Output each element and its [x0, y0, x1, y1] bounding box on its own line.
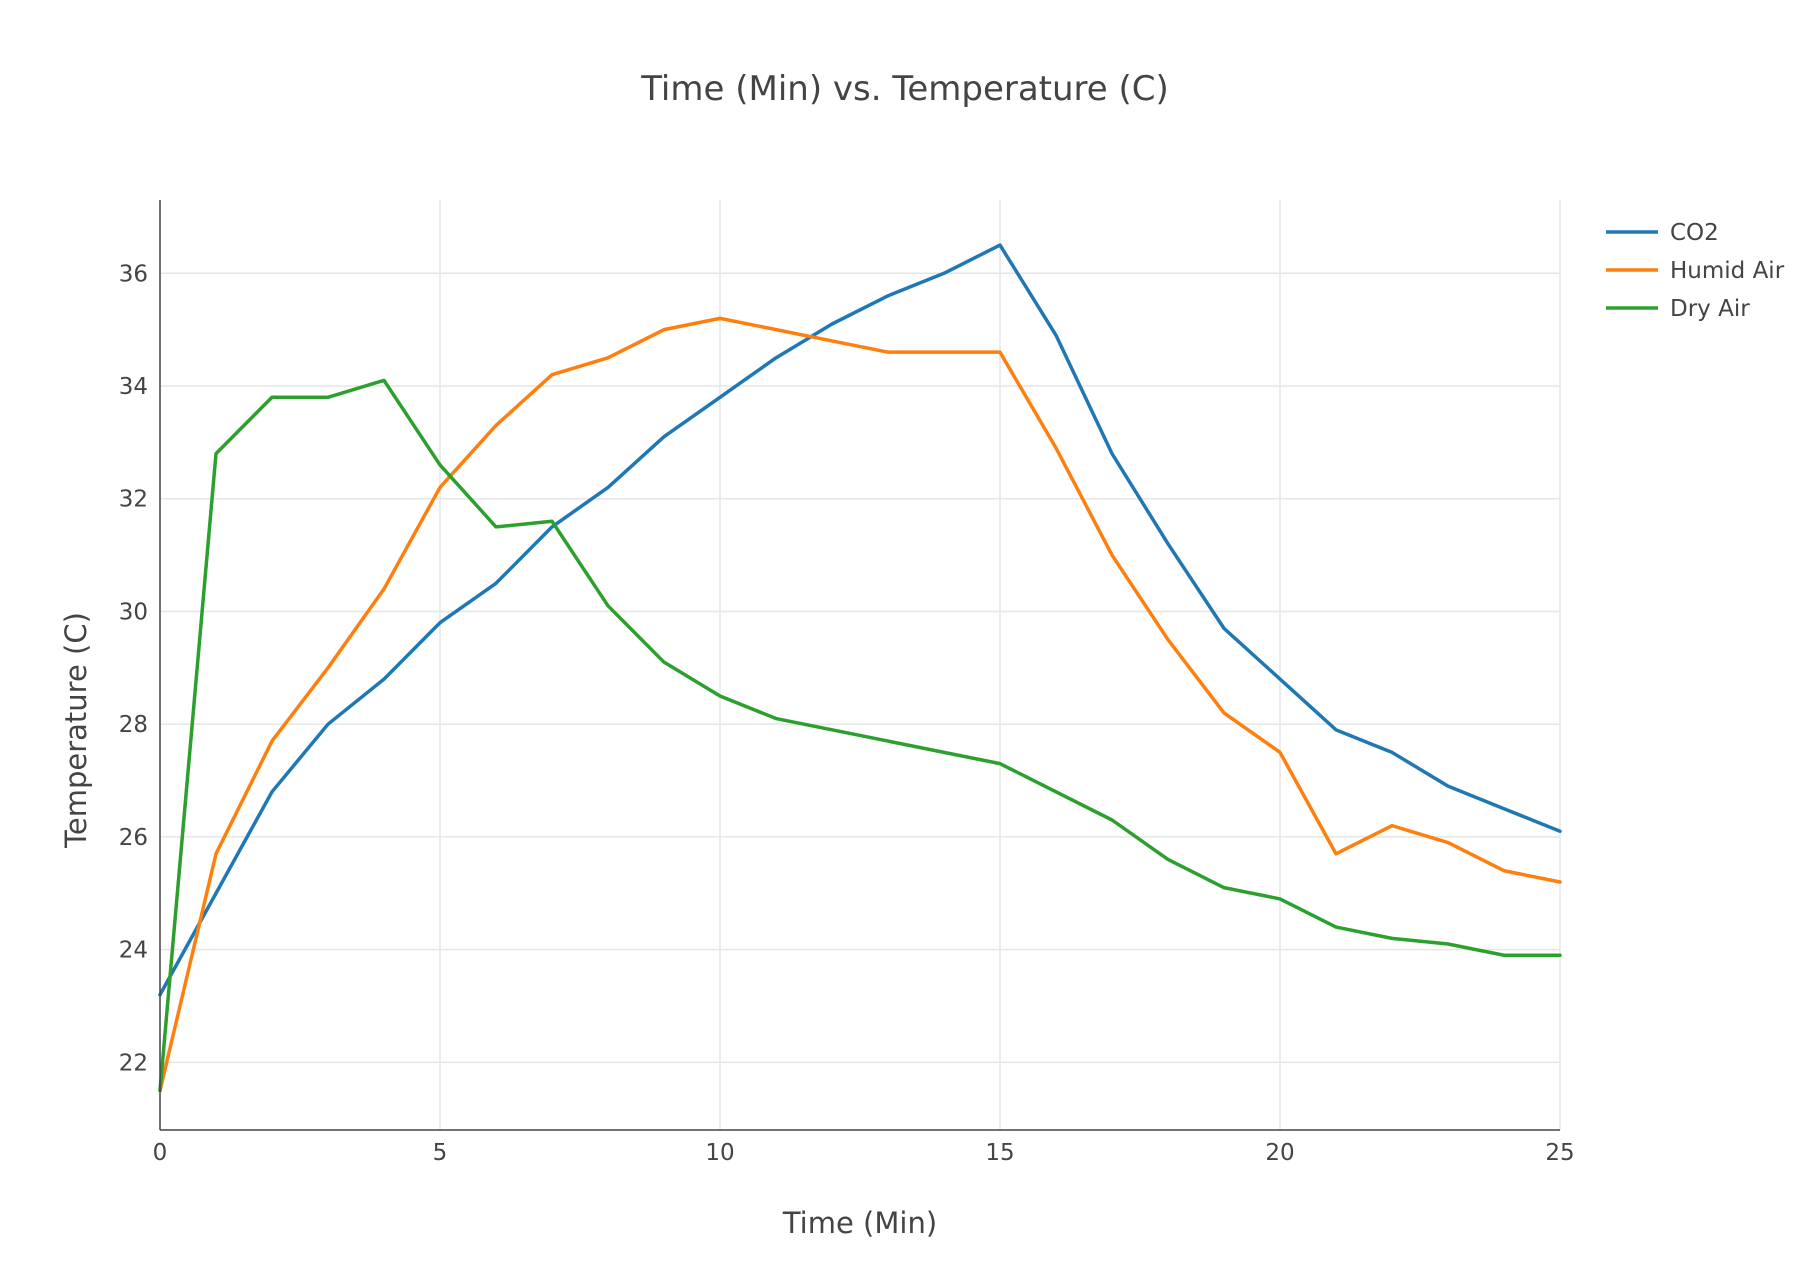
y-tick-label: 24 [119, 938, 148, 964]
legend-label-co2: CO2 [1670, 220, 1719, 246]
y-tick-label: 32 [119, 487, 148, 513]
series-line-co2 [158, 243, 1562, 997]
chart-title: Time (Min) vs. Temperature (C) [640, 69, 1169, 109]
x-axis-title: Time (Min) [782, 1206, 937, 1240]
series-line-humid-air [158, 316, 1562, 1093]
y-tick-label: 36 [119, 261, 148, 287]
y-tick-label: 28 [119, 712, 148, 738]
x-tick-label: 25 [1545, 1140, 1574, 1166]
y-tick-label: 30 [119, 599, 148, 625]
y-tick-labels: 22 24 26 28 30 32 34 36 [119, 261, 148, 1076]
x-tick-label: 0 [153, 1140, 168, 1166]
x-tick-label: 5 [433, 1140, 448, 1166]
x-tick-labels: 0 5 10 15 20 25 [153, 1140, 1575, 1166]
grid [160, 200, 1561, 1130]
y-tick-label: 26 [119, 825, 148, 851]
y-tick-label: 34 [119, 374, 148, 400]
x-tick-label: 20 [1265, 1140, 1294, 1166]
series-lines [158, 243, 1562, 1093]
x-tick-label: 15 [985, 1140, 1014, 1166]
x-tick-label: 10 [705, 1140, 734, 1166]
y-tick-label: 22 [119, 1050, 148, 1076]
legend-label-dry-air: Dry Air [1670, 296, 1750, 322]
legend-label-humid-air: Humid Air [1670, 258, 1785, 284]
legend: CO2 Humid Air Dry Air [1606, 220, 1785, 322]
series-line-dry-air [158, 378, 1562, 1093]
y-axis-title: Temperature (C) [59, 612, 93, 849]
